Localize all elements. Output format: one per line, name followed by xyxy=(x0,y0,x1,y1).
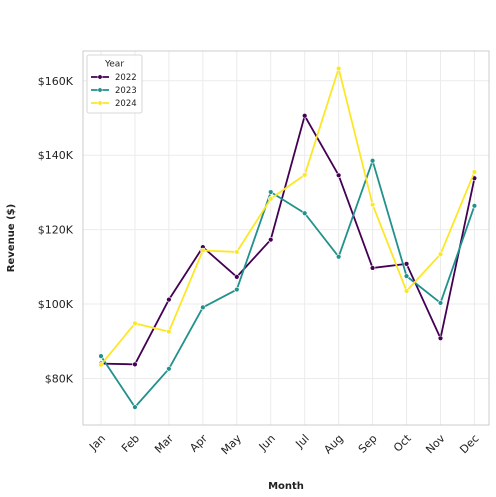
data-point xyxy=(268,189,274,195)
data-point xyxy=(200,247,206,254)
legend: Year 2022 2023 2024 xyxy=(86,54,143,114)
legend-label: 2024 xyxy=(115,99,137,109)
data-point xyxy=(166,296,172,303)
data-point xyxy=(302,172,308,178)
data-point xyxy=(166,366,172,372)
series-group xyxy=(98,65,478,410)
x-tick-label: Jul xyxy=(293,432,312,451)
data-point xyxy=(403,261,410,267)
x-tick-label: Mar xyxy=(152,432,176,456)
legend-marker xyxy=(97,74,103,80)
data-point xyxy=(437,251,444,257)
data-point xyxy=(335,172,342,178)
y-tick-label: $140K xyxy=(38,149,74,162)
series-line xyxy=(100,114,476,366)
series-2024 xyxy=(98,65,478,368)
y-axis-ticks: $80K $100K $120K $140K $160K xyxy=(38,75,74,386)
data-point xyxy=(234,274,240,280)
x-tick-label: Dec xyxy=(457,432,481,456)
y-axis-title: Revenue ($) xyxy=(6,204,17,272)
data-point xyxy=(98,353,104,359)
x-tick-label: Nov xyxy=(423,432,448,457)
data-point xyxy=(200,304,206,311)
y-tick-label: $120K xyxy=(38,224,74,237)
legend-item: 2023 xyxy=(91,86,137,96)
x-tick-label: Oct xyxy=(391,431,414,454)
legend-item: 2022 xyxy=(91,73,137,83)
x-tick-label: Aug xyxy=(321,432,345,456)
data-point xyxy=(471,169,478,175)
x-tick-label: Feb xyxy=(119,432,142,455)
data-point xyxy=(166,328,172,335)
series-line xyxy=(100,67,476,366)
series-2023 xyxy=(98,158,478,410)
legend-item: 2024 xyxy=(91,99,137,109)
legend-box xyxy=(86,54,143,114)
series-2022 xyxy=(98,113,478,368)
legend-marker xyxy=(97,100,103,106)
data-point xyxy=(234,249,240,255)
data-point xyxy=(369,265,376,271)
x-axis-title: Month xyxy=(268,481,304,492)
data-point xyxy=(132,404,138,410)
legend-marker xyxy=(97,87,103,93)
data-point xyxy=(132,361,138,368)
legend-label: 2023 xyxy=(115,86,137,96)
data-point xyxy=(403,288,410,294)
data-point xyxy=(302,210,308,216)
data-point xyxy=(302,113,308,119)
y-tick-label: $160K xyxy=(38,75,74,88)
data-point xyxy=(98,362,104,368)
data-point xyxy=(369,201,376,208)
x-tick-label: May xyxy=(219,432,245,458)
data-point xyxy=(437,335,444,341)
data-point xyxy=(369,158,376,164)
x-tick-label: Jun xyxy=(256,432,278,454)
legend-label: 2022 xyxy=(115,73,137,83)
x-axis-ticks: Jan Feb Mar Apr May Jun Jul Aug Sep Oct Nov Dec xyxy=(86,431,481,457)
series-line xyxy=(100,159,476,409)
y-tick-label: $80K xyxy=(45,372,74,385)
legend-title: Year xyxy=(104,60,124,70)
y-tick-label: $100K xyxy=(38,298,74,311)
x-tick-label: Apr xyxy=(187,432,210,455)
x-tick-label: Jan xyxy=(86,432,108,454)
data-point xyxy=(403,273,410,279)
data-point xyxy=(234,286,240,293)
plot-frame xyxy=(82,50,490,426)
data-point xyxy=(132,320,138,327)
x-tick-label: Sep xyxy=(356,432,380,456)
data-point xyxy=(335,254,342,260)
legend-items: 2022 2023 2024 xyxy=(91,73,137,109)
grid xyxy=(83,51,489,425)
data-point xyxy=(335,65,342,72)
data-point xyxy=(437,300,444,306)
data-point xyxy=(268,196,274,202)
data-point xyxy=(471,203,478,209)
data-point xyxy=(268,236,274,243)
